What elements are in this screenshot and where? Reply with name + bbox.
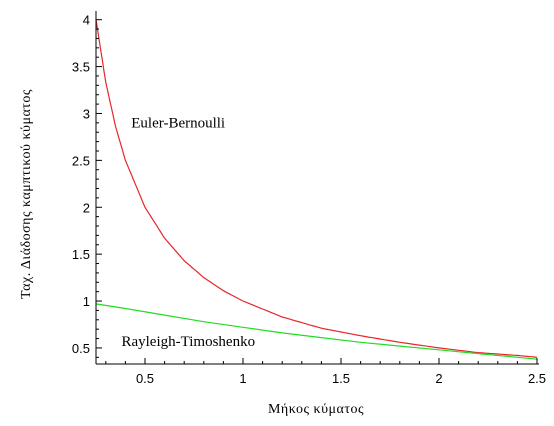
annotation-rayleigh-timoshenko: Rayleigh-Timoshenko	[121, 334, 255, 350]
x-tick-label: 2.5	[528, 371, 546, 386]
axes-layer: 0.5 1 1.5 2 2.5 0.5 1 1.5 2 2.5 3 3.5 4	[72, 11, 546, 386]
x-tick-label: 1	[239, 371, 246, 386]
series-line-rayleigh-timoshenko	[95, 303, 538, 360]
series-line-euler-bernoulli	[95, 19, 538, 358]
y-tick-label: 3.5	[72, 60, 90, 75]
x-tick-label: 0.5	[136, 371, 154, 386]
annotation-euler-bernoulli: Euler-Bernoulli	[131, 116, 225, 132]
y-axis-title: Ταχ. Διάδοσης καμπτικού κύματος	[19, 89, 34, 299]
y-tick-label: 2	[83, 200, 90, 215]
series-layer	[95, 19, 538, 360]
annotation-layer: Euler-Bernoulli Rayleigh-Timoshenko	[121, 116, 255, 351]
x-axis-title: Μήκος κύματος	[268, 402, 364, 417]
y-tick-label: 1.5	[72, 247, 90, 262]
y-tick-label: 3	[83, 106, 90, 121]
y-tick-label: 1	[83, 294, 90, 309]
y-tick-label: 0.5	[72, 341, 90, 356]
y-tick-label: 2.5	[72, 153, 90, 168]
x-tick-label: 1.5	[332, 371, 350, 386]
x-tick-label: 2	[435, 371, 442, 386]
y-tick-label: 4	[83, 13, 90, 28]
